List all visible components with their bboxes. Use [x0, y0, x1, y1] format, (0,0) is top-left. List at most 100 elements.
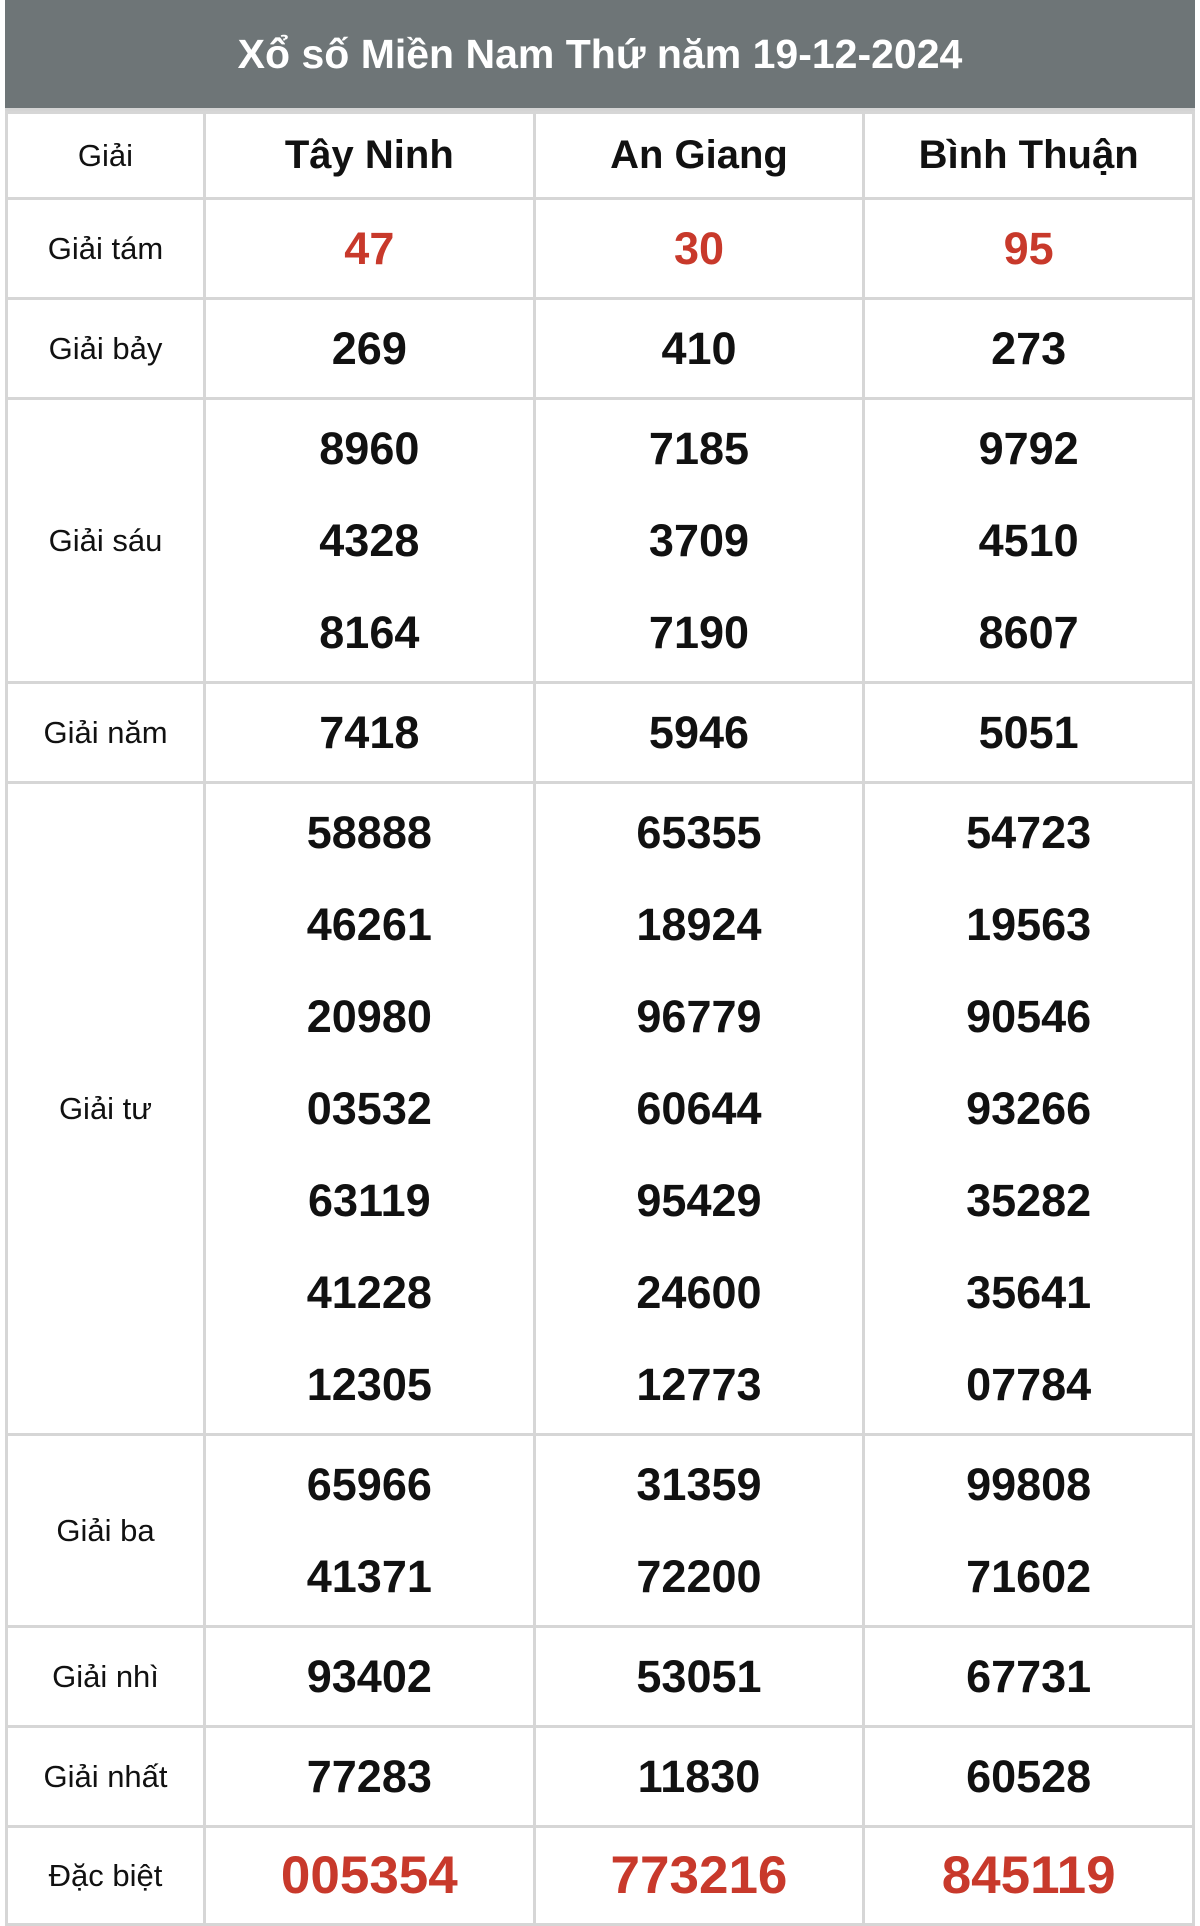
result-cell: 273 [862, 297, 1195, 400]
result-number: 41371 [306, 1550, 432, 1602]
result-number: 93266 [966, 1082, 1092, 1134]
result-cell: 7185 3709 7190 [532, 397, 866, 684]
result-cell: 65966 41371 [203, 1433, 536, 1628]
prize-label: Giải bảy [5, 297, 206, 400]
result-number: 67731 [966, 1650, 1092, 1702]
result-number: 20980 [306, 990, 432, 1042]
result-number: 03532 [306, 1082, 432, 1134]
result-number: 8607 [978, 606, 1079, 658]
result-cell: 410 [532, 297, 866, 400]
result-cell: 47 [203, 197, 536, 300]
result-cell: 773216 [532, 1825, 866, 1926]
result-number: 30 [673, 222, 725, 274]
result-cell: 5051 [862, 681, 1195, 784]
result-number: 53051 [636, 1650, 762, 1702]
result-cell: 005354 [203, 1825, 536, 1926]
result-number: 8960 [319, 422, 420, 474]
prize-row: Đặc biệt 005354 773216 845119 [5, 1825, 1195, 1926]
result-number: 46261 [306, 898, 432, 950]
prize-label: Giải tư [5, 781, 206, 1436]
result-cell: 845119 [862, 1825, 1195, 1926]
result-cell: 93402 [203, 1625, 536, 1728]
result-number: 77283 [306, 1750, 432, 1802]
prize-label: Giải ba [5, 1433, 206, 1628]
result-number: 72200 [636, 1550, 762, 1602]
result-number: 24600 [636, 1266, 762, 1318]
province-header: An Giang [532, 111, 866, 200]
result-number: 60644 [636, 1082, 762, 1134]
page-title: Xổ số Miền Nam Thứ năm 19-12-2024 [5, 0, 1195, 111]
lottery-results: Xổ số Miền Nam Thứ năm 19-12-2024 Giải T… [5, 0, 1195, 1926]
result-number: 90546 [966, 990, 1092, 1042]
result-number: 845119 [941, 1845, 1116, 1905]
result-cell: 99808 71602 [862, 1433, 1195, 1628]
result-number: 41228 [306, 1266, 432, 1318]
result-number: 63119 [308, 1174, 431, 1226]
result-number: 410 [661, 322, 737, 374]
result-cell: 269 [203, 297, 536, 400]
result-number: 273 [991, 322, 1067, 374]
result-number: 12773 [636, 1358, 762, 1410]
result-cell: 53051 [532, 1625, 866, 1728]
result-cell: 95 [862, 197, 1195, 300]
result-number: 95429 [636, 1174, 762, 1226]
result-number: 93402 [306, 1650, 432, 1702]
result-number: 4328 [319, 514, 420, 566]
result-cell: 9792 4510 8607 [862, 397, 1195, 684]
result-number: 8164 [319, 606, 420, 658]
prize-label: Giải nhất [5, 1725, 206, 1828]
prize-label: Giải tám [5, 197, 206, 300]
result-cell: 11830 [532, 1725, 866, 1828]
result-cell: 7418 [203, 681, 536, 784]
header-row: Giải Tây Ninh An Giang Bình Thuận [5, 111, 1195, 200]
result-cell: 67731 [862, 1625, 1195, 1728]
province-header: Tây Ninh [203, 111, 536, 200]
result-number: 99808 [966, 1458, 1092, 1510]
result-cell: 5946 [532, 681, 866, 784]
result-number: 54723 [966, 806, 1092, 858]
result-number: 9792 [978, 422, 1079, 474]
result-number: 5051 [978, 706, 1079, 758]
result-number: 95 [1003, 222, 1054, 274]
result-cell: 77283 [203, 1725, 536, 1828]
prize-row: Giải năm 7418 5946 5051 [5, 681, 1195, 784]
result-number: 18924 [636, 898, 762, 950]
result-number: 35641 [966, 1266, 1092, 1318]
result-number: 7418 [319, 706, 420, 758]
prize-row: Giải tư 58888 46261 20980 03532 63119 41228 123… [5, 781, 1195, 1436]
result-number: 5946 [648, 706, 750, 758]
result-number: 7190 [648, 606, 750, 658]
result-number: 269 [331, 322, 407, 374]
prize-column-header: Giải [5, 111, 206, 200]
result-cell: 54723 19563 90546 93266 35282 35641 07784 [862, 781, 1195, 1436]
result-number: 31359 [636, 1458, 762, 1510]
result-number: 47 [344, 222, 395, 274]
result-number: 65966 [306, 1458, 432, 1510]
prize-row: Giải ba 65966 41371 31359 72200 99808 71602 [5, 1433, 1195, 1628]
prize-row: Giải nhì 93402 53051 67731 [5, 1625, 1195, 1728]
result-number: 71602 [966, 1550, 1092, 1602]
result-number: 60528 [966, 1750, 1092, 1802]
result-number: 12305 [306, 1358, 432, 1410]
result-number: 7185 [648, 422, 750, 474]
province-header: Bình Thuận [862, 111, 1195, 200]
result-number: 773216 [610, 1845, 788, 1905]
result-number: 005354 [280, 1845, 458, 1905]
prize-label: Giải sáu [5, 397, 206, 684]
result-cell: 58888 46261 20980 03532 63119 41228 12305 [203, 781, 536, 1436]
result-number: 11830 [637, 1750, 761, 1802]
prize-label: Đặc biệt [5, 1825, 206, 1926]
result-number: 07784 [966, 1358, 1092, 1410]
prize-label: Giải năm [5, 681, 206, 784]
result-cell: 30 [532, 197, 866, 300]
result-number: 4510 [978, 514, 1079, 566]
prize-row: Giải bảy 269 410 273 [5, 297, 1195, 400]
prize-row: Giải sáu 8960 4328 8164 7185 3709 7190 9792 4510… [5, 397, 1195, 684]
result-number: 19563 [966, 898, 1092, 950]
prize-row: Giải tám 47 30 95 [5, 197, 1195, 300]
result-cell: 31359 72200 [532, 1433, 866, 1628]
prize-label: Giải nhì [5, 1625, 206, 1728]
result-number: 3709 [648, 514, 750, 566]
result-cell: 60528 [862, 1725, 1195, 1828]
result-cell: 65355 18924 96779 60644 95429 24600 12773 [532, 781, 866, 1436]
